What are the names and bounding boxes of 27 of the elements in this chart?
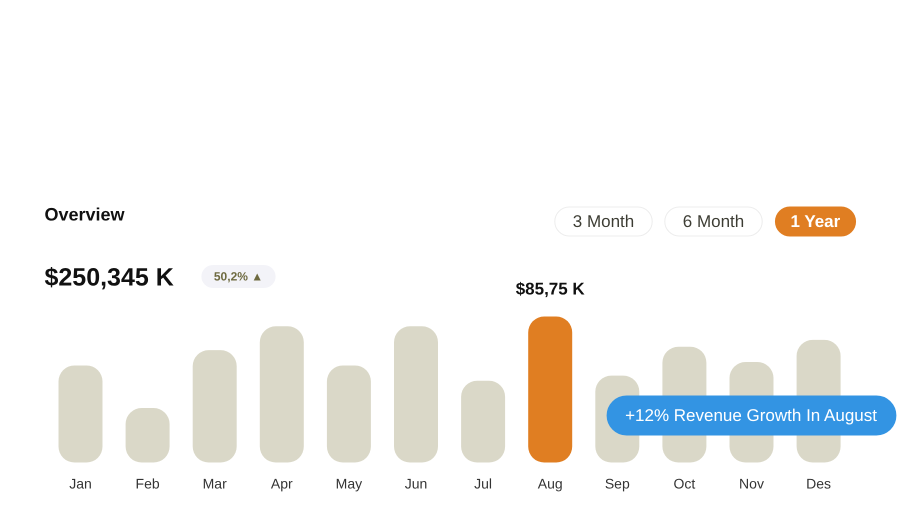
text: 50,2% ▲ (214, 270, 264, 284)
x-tick-label: Jan (69, 476, 92, 492)
x-tick-label: Sep (604, 476, 630, 492)
x-tick-label: Oct (674, 476, 696, 492)
annotation: +12% Revenue Growth In August (625, 406, 878, 425)
x-tick-label: May (336, 476, 362, 492)
text: 1 Year (790, 212, 841, 231)
x-tick-label: Mar (202, 476, 228, 492)
bar (58, 365, 102, 462)
bar (461, 380, 506, 462)
x-tick-label: Aug (538, 476, 563, 492)
x-tick-label: Apr (270, 476, 294, 492)
bar (528, 316, 572, 462)
bar (260, 326, 304, 462)
chart-subtitle: $250,345 K (44, 264, 174, 292)
data-label: $85,75 K (516, 280, 586, 298)
x-tick-label: Feb (136, 476, 160, 492)
text: 3 Month (572, 212, 634, 231)
bar (192, 350, 237, 462)
text: 6 Month (682, 212, 744, 231)
x-tick-label: Jun (404, 476, 428, 492)
bar (394, 326, 438, 462)
x-tick-label: Jul (474, 476, 492, 492)
bar (326, 365, 371, 462)
chart-title: Overview (44, 204, 126, 224)
x-tick-label: Des (806, 476, 832, 492)
x-tick-label: Nov (739, 476, 764, 492)
